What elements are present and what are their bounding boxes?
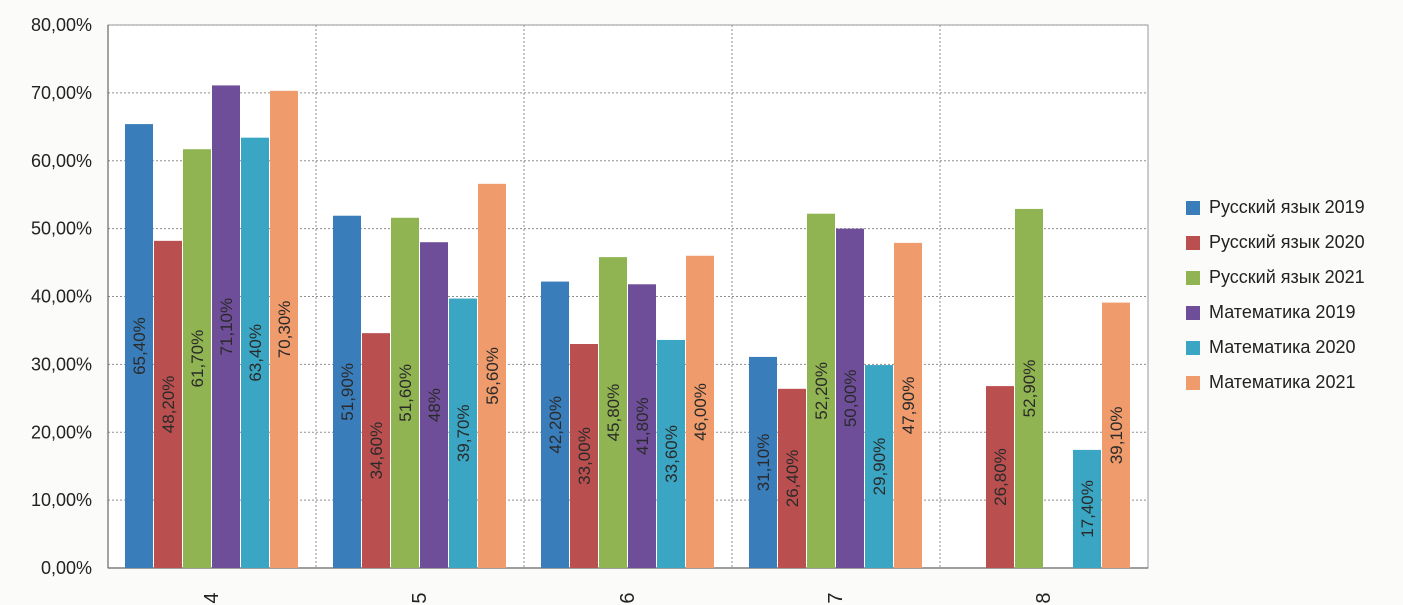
bar (570, 344, 598, 568)
data-label: 52,20% (812, 362, 831, 420)
x-tick-label: 6 (617, 592, 639, 603)
bar (125, 124, 153, 568)
data-label: 65,40% (130, 317, 149, 375)
legend-label: Русский язык 2021 (1209, 267, 1365, 287)
data-label: 29,90% (870, 438, 889, 496)
bar (420, 242, 448, 568)
bar (478, 183, 506, 568)
bar (807, 213, 835, 568)
bar (628, 284, 656, 568)
bar (154, 240, 182, 568)
bar (183, 149, 211, 568)
legend-item: Математика 2021 (1186, 365, 1403, 400)
bar (1102, 302, 1130, 568)
data-label: 33,60% (662, 425, 681, 483)
data-label: 61,70% (188, 330, 207, 388)
data-label: 39,10% (1107, 406, 1126, 464)
y-tick-label: 20,00% (31, 422, 92, 442)
bar (894, 242, 922, 568)
y-tick-label: 30,00% (31, 354, 92, 374)
data-label: 52,90% (1020, 360, 1039, 418)
data-label: 26,80% (991, 448, 1010, 506)
bar (657, 339, 685, 568)
legend-label: Математика 2019 (1209, 302, 1356, 322)
x-tick-label: 8 (1033, 592, 1055, 603)
x-tick-label: 4 (201, 592, 223, 603)
data-label: 42,20% (546, 396, 565, 454)
bar (778, 388, 806, 568)
legend-label: Русский язык 2020 (1209, 232, 1365, 252)
legend-item: Математика 2019 (1186, 295, 1403, 330)
legend-swatch (1186, 340, 1200, 355)
legend-swatch (1186, 305, 1200, 320)
bar (333, 215, 361, 568)
y-tick-label: 70,00% (31, 83, 92, 103)
data-label: 63,40% (246, 324, 265, 382)
data-label: 26,40% (783, 450, 802, 508)
legend-swatch (1186, 270, 1200, 285)
legend: Русский язык 2019 Русский язык 2020 Русски… (1186, 190, 1403, 400)
data-label: 51,90% (338, 363, 357, 421)
y-tick-label: 50,00% (31, 219, 92, 239)
data-label: 48% (425, 388, 444, 422)
data-label: 46,00% (691, 383, 710, 441)
legend-swatch (1186, 375, 1200, 390)
bar (1073, 449, 1101, 568)
x-tick-label: 7 (825, 592, 847, 603)
bar (865, 365, 893, 568)
legend-swatch (1186, 200, 1200, 215)
data-label: 33,00% (575, 427, 594, 485)
bar (270, 90, 298, 569)
bar (241, 137, 269, 569)
data-label: 34,60% (367, 422, 386, 480)
legend-label: Математика 2020 (1209, 337, 1356, 357)
data-label: 31,10% (754, 434, 773, 492)
legend-swatch (1186, 235, 1200, 250)
data-label: 39,70% (454, 404, 473, 462)
legend-item: Русский язык 2019 (1186, 190, 1403, 225)
bar (449, 298, 477, 568)
bar (1015, 208, 1043, 568)
data-label: 41,80% (633, 397, 652, 455)
legend-item: Математика 2020 (1186, 330, 1403, 365)
legend-label: Математика 2021 (1209, 372, 1356, 392)
legend-item: Русский язык 2020 (1186, 225, 1403, 260)
bar (362, 333, 390, 568)
data-label: 56,60% (483, 347, 502, 405)
bar (686, 255, 714, 568)
legend-label: Русский язык 2019 (1209, 197, 1365, 217)
data-label: 71,10% (217, 298, 236, 356)
y-tick-label: 10,00% (31, 490, 92, 510)
y-tick-label: 80,00% (31, 15, 92, 35)
data-label: 48,20% (159, 376, 178, 434)
legend-item: Русский язык 2021 (1186, 260, 1403, 295)
bar (599, 257, 627, 568)
data-label: 70,30% (275, 301, 294, 359)
x-tick-label: 5 (409, 592, 431, 603)
bar (836, 228, 864, 568)
bar (541, 281, 569, 568)
data-label: 51,60% (396, 364, 415, 422)
y-tick-label: 60,00% (31, 151, 92, 171)
y-tick-label: 40,00% (31, 287, 92, 307)
bar (986, 386, 1014, 568)
bar (391, 217, 419, 568)
bar (749, 356, 777, 568)
data-label: 17,40% (1078, 480, 1097, 538)
data-label: 45,80% (604, 384, 623, 442)
y-tick-label: 0,00% (41, 558, 92, 578)
data-label: 47,90% (899, 377, 918, 435)
bar (212, 85, 240, 568)
data-label: 50,00% (841, 369, 860, 427)
